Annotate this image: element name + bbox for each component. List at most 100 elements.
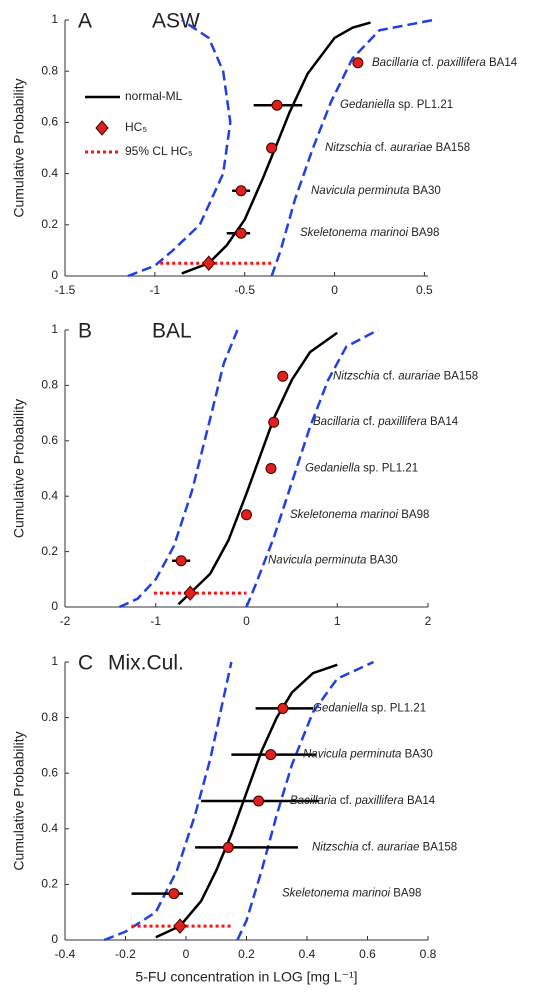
- x-tick-label: 0.6: [359, 947, 376, 961]
- data-point: [175, 555, 187, 567]
- label-part: sp. PL1.21: [368, 702, 426, 714]
- fit-curve: [177, 331, 338, 606]
- y-axis-label: Cumulative Probability: [11, 731, 27, 870]
- species-label: Gedaniella sp. PL1.21: [305, 463, 418, 475]
- ci-upper-curve: [270, 18, 434, 277]
- species-label: Skeletonema marinoi BA98: [300, 227, 439, 239]
- data-point: [277, 702, 289, 714]
- label-part: aurariae: [377, 841, 419, 853]
- hc5-marker: [183, 585, 197, 601]
- label-part: cf.: [359, 841, 378, 853]
- label-part: aurariae: [398, 370, 440, 382]
- label-part: BA158: [440, 370, 478, 382]
- species-label: Gedaniella sp. PL1.21: [340, 99, 453, 111]
- label-part: Navicula perminuta: [311, 185, 409, 197]
- y-tick-label: 0: [51, 599, 58, 613]
- ci-lower-curve: [127, 18, 232, 278]
- x-tick-label: 0.2: [238, 947, 255, 961]
- label-part: BA158: [419, 841, 457, 853]
- data-point: [253, 795, 265, 807]
- label-part: Navicula perminuta: [268, 555, 366, 567]
- legend-label: normal-ML: [125, 89, 183, 103]
- label-part: Skeletonema marinoi: [290, 509, 398, 521]
- data-point: [265, 749, 277, 761]
- x-tick-label: -0.4: [55, 947, 76, 961]
- label-part: Skeletonema marinoi: [300, 227, 408, 239]
- y-tick-label: 1: [51, 654, 58, 668]
- label-part: BA14: [486, 57, 518, 69]
- y-tick-label: 0: [51, 932, 58, 946]
- panel-title: ASW: [152, 10, 200, 33]
- label-part: cf.: [419, 57, 438, 69]
- label-part: paxillifera: [377, 416, 427, 428]
- data-point: [277, 370, 289, 382]
- species-label: Navicula perminuta BA30: [311, 185, 441, 197]
- label-part: Bacillaria: [290, 795, 337, 807]
- y-axis-label: Cumulative Probability: [11, 399, 27, 538]
- x-tick-label: -2: [60, 614, 71, 628]
- x-tick-label: 2: [425, 614, 432, 628]
- x-tick-label: 0: [183, 947, 190, 961]
- label-part: Bacillaria: [372, 57, 419, 69]
- species-label: Skeletonema marinoi BA98: [282, 888, 421, 900]
- legend-marker: [95, 120, 109, 136]
- species-label: Bacillaria cf. paxillifera BA14: [313, 416, 459, 428]
- label-part: BA14: [404, 795, 436, 807]
- species-label: Skeletonema marinoi BA98: [290, 509, 429, 521]
- label-part: BA98: [408, 227, 439, 239]
- species-label: Navicula perminuta BA30: [303, 749, 433, 761]
- label-part: BA30: [366, 555, 397, 567]
- x-tick-label: 0: [331, 283, 338, 297]
- species-label: Gedaniella sp. PL1.21: [313, 702, 426, 714]
- y-tick-label: 1: [51, 12, 58, 26]
- y-tick-label: 0.6: [41, 115, 58, 129]
- label-part: Bacillaria: [313, 416, 360, 428]
- label-part: BA158: [432, 142, 470, 154]
- label-part: BA30: [401, 749, 432, 761]
- label-part: sp. PL1.21: [360, 463, 418, 475]
- label-part: aurariae: [390, 142, 432, 154]
- panel-title: Mix.Cul.: [108, 652, 184, 675]
- data-point: [168, 888, 180, 900]
- data-point: [222, 841, 234, 853]
- label-part: cf.: [380, 370, 399, 382]
- legend-label: 95% CL HC₅: [125, 144, 193, 158]
- y-tick-label: 0: [51, 268, 58, 282]
- label-part: Gedaniella: [305, 463, 360, 475]
- label-part: Gedaniella: [313, 702, 368, 714]
- ci-lower-curve: [118, 329, 239, 609]
- hc5-marker: [202, 255, 216, 271]
- label-part: cf.: [337, 795, 356, 807]
- label-part: cf.: [360, 416, 379, 428]
- y-tick-label: 0.8: [41, 378, 58, 392]
- y-tick-label: 0.6: [41, 765, 58, 779]
- y-tick-label: 0.4: [41, 166, 58, 180]
- x-axis-label: 5-FU concentration in LOG [mg L⁻¹]: [135, 969, 357, 985]
- species-label: Nitzschia cf. aurariae BA158: [333, 370, 478, 382]
- species-label: Navicula perminuta BA30: [268, 555, 398, 567]
- label-part: BA30: [409, 185, 440, 197]
- data-point: [266, 142, 278, 154]
- data-point: [235, 227, 247, 239]
- species-label: Nitzschia cf. aurariae BA158: [325, 142, 470, 154]
- y-tick-label: 0.2: [41, 544, 58, 558]
- label-part: paxillifera: [436, 57, 486, 69]
- species-label: Bacillaria cf. paxillifera BA14: [372, 57, 518, 69]
- species-label: Nitzschia cf. aurariae BA158: [312, 841, 457, 853]
- legend-label: HC₅: [125, 120, 147, 134]
- y-tick-label: 0.2: [41, 217, 58, 231]
- ci-upper-curve: [245, 328, 379, 608]
- label-part: BA14: [427, 416, 459, 428]
- x-tick-label: -1: [150, 614, 161, 628]
- data-point: [352, 57, 364, 69]
- x-tick-label: 0.8: [420, 947, 437, 961]
- x-tick-label: -1.5: [55, 283, 76, 297]
- data-point: [235, 185, 247, 197]
- data-point: [268, 416, 280, 428]
- data-point: [271, 99, 283, 111]
- panel-letter: C: [78, 652, 93, 675]
- y-tick-label: 0.4: [41, 488, 58, 502]
- label-part: cf.: [372, 142, 391, 154]
- y-tick-label: 1: [51, 322, 58, 336]
